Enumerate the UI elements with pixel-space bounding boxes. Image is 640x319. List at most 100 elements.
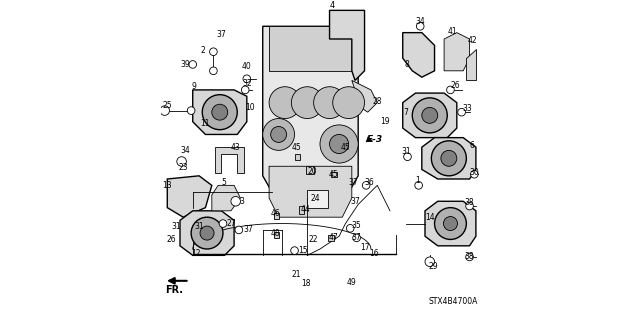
Circle shape xyxy=(269,87,301,119)
Text: 38: 38 xyxy=(465,252,474,262)
Text: 49: 49 xyxy=(347,278,356,287)
Circle shape xyxy=(333,87,365,119)
Circle shape xyxy=(412,98,447,133)
Circle shape xyxy=(177,157,186,166)
Polygon shape xyxy=(467,48,476,80)
Text: 29: 29 xyxy=(429,262,438,271)
Text: 17: 17 xyxy=(360,243,369,252)
Circle shape xyxy=(362,182,370,189)
Text: 19: 19 xyxy=(380,117,390,126)
Circle shape xyxy=(466,253,474,261)
Text: 15: 15 xyxy=(298,246,307,255)
Text: 37: 37 xyxy=(352,234,362,242)
Text: 16: 16 xyxy=(369,249,379,258)
Circle shape xyxy=(212,104,228,120)
Circle shape xyxy=(435,208,467,240)
Circle shape xyxy=(415,182,422,189)
Text: 13: 13 xyxy=(163,181,172,190)
Text: 45: 45 xyxy=(328,170,339,179)
Text: 6: 6 xyxy=(470,141,474,150)
Text: 10: 10 xyxy=(245,103,255,112)
Text: 25: 25 xyxy=(163,101,172,110)
Circle shape xyxy=(191,217,223,249)
Polygon shape xyxy=(269,166,352,217)
Circle shape xyxy=(189,61,196,68)
Text: 27: 27 xyxy=(227,219,236,228)
Text: STX4B4700A: STX4B4700A xyxy=(428,297,477,306)
Circle shape xyxy=(235,226,243,234)
Circle shape xyxy=(466,202,474,210)
Circle shape xyxy=(425,257,435,266)
Text: 34: 34 xyxy=(415,17,425,26)
Text: 12: 12 xyxy=(191,249,200,258)
Text: 45: 45 xyxy=(291,143,301,152)
Text: 22: 22 xyxy=(308,235,317,244)
Text: 37: 37 xyxy=(216,30,227,39)
Text: 43: 43 xyxy=(231,143,241,152)
Text: 47: 47 xyxy=(328,234,338,242)
Text: 11: 11 xyxy=(201,119,210,128)
Text: 20: 20 xyxy=(308,167,317,175)
Circle shape xyxy=(320,125,358,163)
Circle shape xyxy=(271,127,287,142)
Text: E-3: E-3 xyxy=(367,135,383,144)
Circle shape xyxy=(417,22,424,30)
Text: 2: 2 xyxy=(201,46,205,55)
Text: 31: 31 xyxy=(401,147,411,156)
Polygon shape xyxy=(263,26,358,198)
Bar xyxy=(300,206,304,214)
Text: 45: 45 xyxy=(340,143,351,152)
Circle shape xyxy=(263,119,294,150)
Polygon shape xyxy=(330,10,365,80)
Text: 26: 26 xyxy=(166,235,176,244)
Text: 7: 7 xyxy=(404,108,408,117)
Bar xyxy=(337,154,343,160)
Circle shape xyxy=(422,108,438,123)
Text: 44: 44 xyxy=(301,205,310,214)
Text: 37: 37 xyxy=(350,197,360,206)
Bar xyxy=(328,235,334,241)
Text: 32: 32 xyxy=(242,79,252,88)
Text: 28: 28 xyxy=(372,97,382,106)
Polygon shape xyxy=(425,201,476,246)
Text: 33: 33 xyxy=(463,105,472,114)
Text: 21: 21 xyxy=(291,270,301,279)
Polygon shape xyxy=(215,147,244,173)
Circle shape xyxy=(353,234,360,242)
Bar xyxy=(307,190,328,208)
Circle shape xyxy=(447,86,454,94)
Circle shape xyxy=(241,86,249,94)
Text: 34: 34 xyxy=(180,146,190,155)
Text: 37: 37 xyxy=(348,178,358,187)
Circle shape xyxy=(458,108,465,116)
Text: 4: 4 xyxy=(330,1,335,10)
Circle shape xyxy=(219,220,227,227)
Text: 18: 18 xyxy=(301,279,310,288)
Polygon shape xyxy=(193,90,247,134)
Text: 35: 35 xyxy=(351,221,361,230)
Circle shape xyxy=(200,226,214,240)
Circle shape xyxy=(209,48,217,56)
Bar xyxy=(306,166,314,174)
Bar xyxy=(274,213,278,219)
Text: 36: 36 xyxy=(364,178,374,187)
Text: 5: 5 xyxy=(221,178,226,187)
Polygon shape xyxy=(269,26,352,71)
Circle shape xyxy=(470,170,478,178)
Circle shape xyxy=(431,141,467,176)
Text: 38: 38 xyxy=(465,198,474,207)
Text: 3: 3 xyxy=(240,197,244,206)
Polygon shape xyxy=(403,33,435,77)
Circle shape xyxy=(330,134,349,153)
Polygon shape xyxy=(167,176,212,217)
Polygon shape xyxy=(422,137,476,179)
Circle shape xyxy=(243,75,251,83)
Text: 48: 48 xyxy=(271,229,280,238)
Text: 26: 26 xyxy=(451,81,460,90)
Circle shape xyxy=(404,153,412,160)
Text: 8: 8 xyxy=(404,60,409,69)
Text: 9: 9 xyxy=(191,82,196,91)
Circle shape xyxy=(209,67,217,75)
Polygon shape xyxy=(444,33,470,71)
Bar xyxy=(274,232,278,238)
